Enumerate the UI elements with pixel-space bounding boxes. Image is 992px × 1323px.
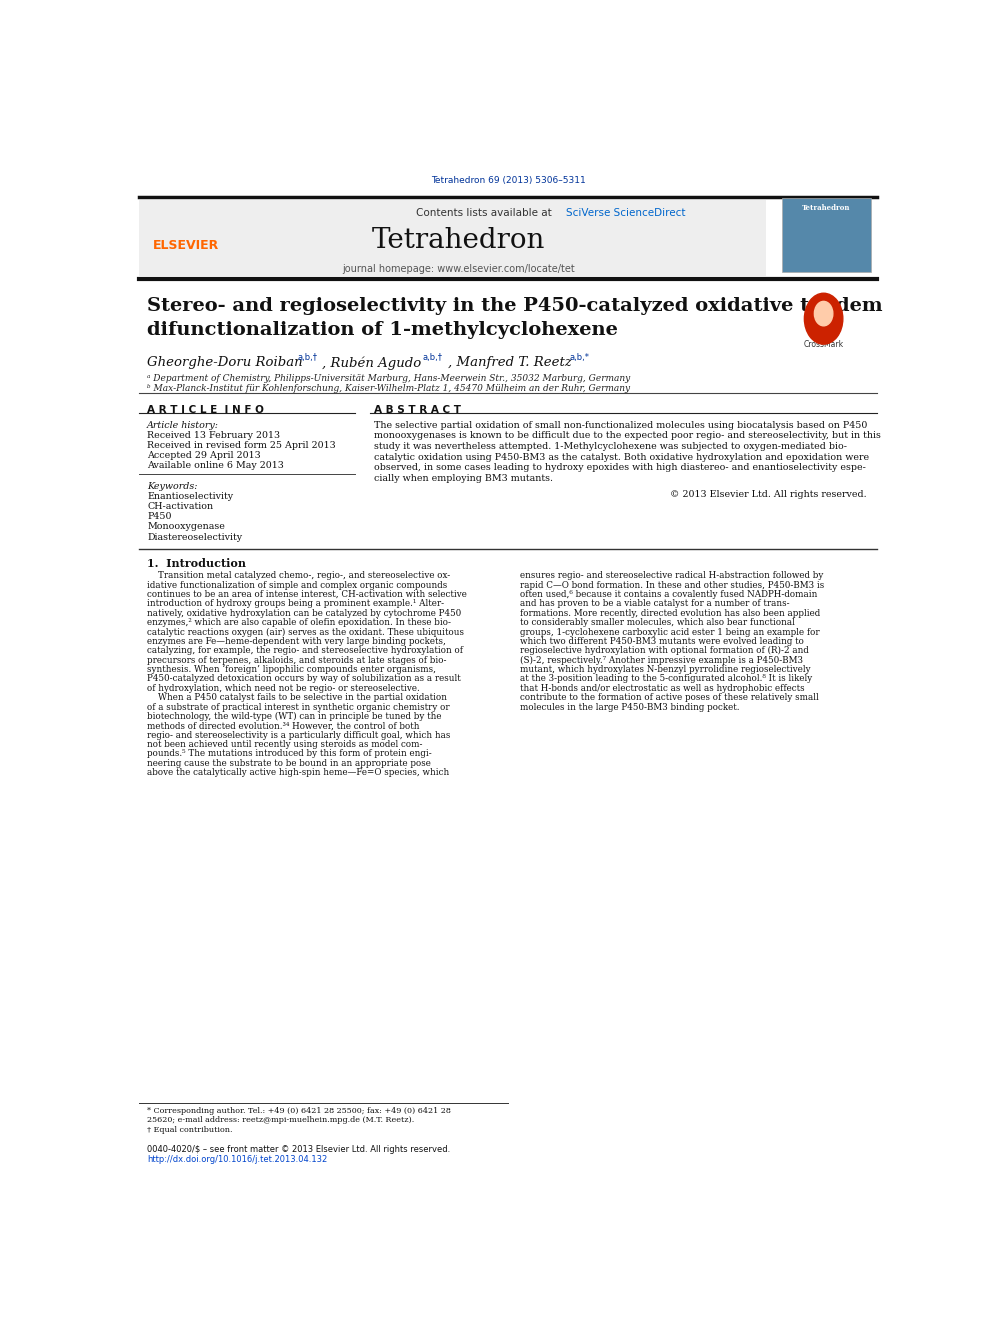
Text: groups, 1-cyclohexene carboxylic acid ester 1 being an example for: groups, 1-cyclohexene carboxylic acid es…	[520, 627, 819, 636]
Text: catalyzing, for example, the regio- and stereoselective hydroxylation of: catalyzing, for example, the regio- and …	[147, 647, 463, 655]
Text: of a substrate of practical interest in synthetic organic chemistry or: of a substrate of practical interest in …	[147, 703, 449, 712]
Text: Stereo- and regioselectivity in the P450-catalyzed oxidative tandem
difunctional: Stereo- and regioselectivity in the P450…	[147, 298, 883, 339]
Text: of hydroxylation, which need not be regio- or stereoselective.: of hydroxylation, which need not be regi…	[147, 684, 420, 693]
Text: methods of directed evolution.³⁴ However, the control of both: methods of directed evolution.³⁴ However…	[147, 721, 420, 730]
Text: biotechnology, the wild-type (WT) can in principle be tuned by the: biotechnology, the wild-type (WT) can in…	[147, 712, 441, 721]
Text: , Manfred T. Reetz: , Manfred T. Reetz	[447, 356, 571, 369]
Text: Gheorghe-Doru Roiban: Gheorghe-Doru Roiban	[147, 356, 303, 369]
Text: enzymes,² which are also capable of olefin epoxidation. In these bio-: enzymes,² which are also capable of olef…	[147, 618, 451, 627]
Text: SciVerse ScienceDirect: SciVerse ScienceDirect	[566, 208, 685, 218]
Text: Monooxygenase: Monooxygenase	[147, 523, 225, 532]
Text: Received in revised form 25 April 2013: Received in revised form 25 April 2013	[147, 441, 336, 450]
Text: Tetrahedron: Tetrahedron	[372, 228, 546, 254]
Text: Keywords:: Keywords:	[147, 482, 197, 491]
Text: http://dx.doi.org/10.1016/j.tet.2013.04.132: http://dx.doi.org/10.1016/j.tet.2013.04.…	[147, 1155, 327, 1164]
Text: cially when employing BM3 mutants.: cially when employing BM3 mutants.	[374, 474, 553, 483]
Text: © 2013 Elsevier Ltd. All rights reserved.: © 2013 Elsevier Ltd. All rights reserved…	[670, 490, 866, 499]
FancyBboxPatch shape	[139, 200, 766, 277]
Text: formations. More recently, directed evolution has also been applied: formations. More recently, directed evol…	[520, 609, 820, 618]
Text: neering cause the substrate to be bound in an appropriate pose: neering cause the substrate to be bound …	[147, 759, 431, 767]
Text: rapid C—O bond formation. In these and other studies, P450-BM3 is: rapid C—O bond formation. In these and o…	[520, 581, 824, 590]
Text: CH-activation: CH-activation	[147, 501, 213, 511]
Text: study it was nevertheless attempted. 1-Methylcyclohexene was subjected to oxygen: study it was nevertheless attempted. 1-M…	[374, 442, 847, 451]
Text: introduction of hydroxy groups being a prominent example.¹ Alter-: introduction of hydroxy groups being a p…	[147, 599, 444, 609]
Text: P450: P450	[147, 512, 172, 521]
Text: A B S T R A C T: A B S T R A C T	[374, 405, 461, 415]
Text: often used,⁶ because it contains a covalently fused NADPH-domain: often used,⁶ because it contains a coval…	[520, 590, 817, 599]
Text: that H-bonds and/or electrostatic as well as hydrophobic effects: that H-bonds and/or electrostatic as wel…	[520, 684, 805, 693]
Text: contribute to the formation of active poses of these relatively small: contribute to the formation of active po…	[520, 693, 818, 703]
Text: journal homepage: www.elsevier.com/locate/tet: journal homepage: www.elsevier.com/locat…	[342, 263, 574, 274]
Text: idative functionalization of simple and complex organic compounds: idative functionalization of simple and …	[147, 581, 447, 590]
Text: 25620; e-mail address: reetz@mpi-muelhein.mpg.de (M.T. Reetz).: 25620; e-mail address: reetz@mpi-muelhei…	[147, 1117, 415, 1125]
Text: Available online 6 May 2013: Available online 6 May 2013	[147, 462, 284, 470]
FancyBboxPatch shape	[782, 198, 871, 271]
Text: The selective partial oxidation of small non-functionalized molecules using bioc: The selective partial oxidation of small…	[374, 421, 867, 430]
Text: and has proven to be a viable catalyst for a number of trans-: and has proven to be a viable catalyst f…	[520, 599, 790, 609]
Text: ensures regio- and stereoselective radical H-abstraction followed by: ensures regio- and stereoselective radic…	[520, 572, 823, 581]
Text: CrossMark: CrossMark	[804, 340, 843, 349]
Text: , Rubén Agudo: , Rubén Agudo	[322, 356, 422, 370]
Text: 0040-4020/$ – see front matter © 2013 Elsevier Ltd. All rights reserved.: 0040-4020/$ – see front matter © 2013 El…	[147, 1144, 450, 1154]
Text: Tetrahedron: Tetrahedron	[802, 204, 850, 212]
Text: regio- and stereoselectivity is a particularly difficult goal, which has: regio- and stereoselectivity is a partic…	[147, 730, 450, 740]
Text: which two different P450-BM3 mutants were evolved leading to: which two different P450-BM3 mutants wer…	[520, 636, 804, 646]
Text: a,b,†: a,b,†	[423, 353, 442, 363]
Text: Article history:: Article history:	[147, 421, 219, 430]
Text: monooxygenases is known to be difficult due to the expected poor regio- and ster: monooxygenases is known to be difficult …	[374, 431, 881, 441]
Text: natively, oxidative hydroxylation can be catalyzed by cytochrome P450: natively, oxidative hydroxylation can be…	[147, 609, 461, 618]
Circle shape	[805, 294, 843, 344]
Text: continues to be an area of intense interest, CH-activation with selective: continues to be an area of intense inter…	[147, 590, 467, 599]
Text: Diastereoselectivity: Diastereoselectivity	[147, 533, 242, 541]
Text: † Equal contribution.: † Equal contribution.	[147, 1126, 232, 1134]
Text: Transition metal catalyzed chemo-, regio-, and stereoselective ox-: Transition metal catalyzed chemo-, regio…	[147, 572, 450, 581]
Text: ᵃ Department of Chemistry, Philipps-Universität Marburg, Hans-Meerwein Str., 350: ᵃ Department of Chemistry, Philipps-Univ…	[147, 373, 630, 382]
Text: 1.  Introduction: 1. Introduction	[147, 558, 246, 569]
Text: a,b,*: a,b,*	[569, 353, 590, 363]
Text: Received 13 February 2013: Received 13 February 2013	[147, 431, 280, 439]
Text: precursors of terpenes, alkaloids, and steroids at late stages of bio-: precursors of terpenes, alkaloids, and s…	[147, 656, 446, 664]
Text: synthesis. When ‘foreign’ lipophilic compounds enter organisms,: synthesis. When ‘foreign’ lipophilic com…	[147, 665, 436, 675]
Text: mutant, which hydroxylates N-benzyl pyrrolidine regioselectively: mutant, which hydroxylates N-benzyl pyrr…	[520, 665, 810, 673]
Text: P450-catalyzed detoxication occurs by way of solubilization as a result: P450-catalyzed detoxication occurs by wa…	[147, 675, 461, 684]
Circle shape	[814, 302, 833, 325]
Text: ELSEVIER: ELSEVIER	[153, 239, 219, 253]
Text: a,b,†: a,b,†	[298, 353, 317, 363]
Text: pounds.⁵ The mutations introduced by this form of protein engi-: pounds.⁵ The mutations introduced by thi…	[147, 749, 432, 758]
Text: catalytic oxidation using P450-BM3 as the catalyst. Both oxidative hydroxylation: catalytic oxidation using P450-BM3 as th…	[374, 452, 869, 462]
Text: A R T I C L E  I N F O: A R T I C L E I N F O	[147, 405, 264, 415]
Text: ᵇ Max-Planck-Institut für Kohlenforschung, Kaiser-Wilhelm-Platz 1, 45470 Mülheim: ᵇ Max-Planck-Institut für Kohlenforschun…	[147, 384, 630, 393]
Text: above the catalytically active high-spin heme—Fe=O species, which: above the catalytically active high-spin…	[147, 769, 449, 777]
Text: to considerably smaller molecules, which also bear functional: to considerably smaller molecules, which…	[520, 618, 795, 627]
Text: catalytic reactions oxygen (air) serves as the oxidant. These ubiquitous: catalytic reactions oxygen (air) serves …	[147, 627, 464, 636]
Text: observed, in some cases leading to hydroxy epoxides with high diastereo- and ena: observed, in some cases leading to hydro…	[374, 463, 866, 472]
Text: enzymes are Fe—heme-dependent with very large binding pockets,: enzymes are Fe—heme-dependent with very …	[147, 636, 446, 646]
Text: molecules in the large P450-BM3 binding pocket.: molecules in the large P450-BM3 binding …	[520, 703, 739, 712]
Text: When a P450 catalyst fails to be selective in the partial oxidation: When a P450 catalyst fails to be selecti…	[147, 693, 447, 703]
Text: regioselective hydroxylation with optional formation of (R)-2 and: regioselective hydroxylation with option…	[520, 647, 808, 655]
Text: Enantioselectivity: Enantioselectivity	[147, 492, 233, 501]
Text: Contents lists available at: Contents lists available at	[417, 208, 556, 218]
Text: Accepted 29 April 2013: Accepted 29 April 2013	[147, 451, 261, 460]
Text: Tetrahedron 69 (2013) 5306–5311: Tetrahedron 69 (2013) 5306–5311	[432, 176, 585, 185]
Text: at the 3-position leading to the 5-configurated alcohol.⁸ It is likely: at the 3-position leading to the 5-confi…	[520, 675, 812, 684]
Text: * Corresponding author. Tel.: +49 (0) 6421 28 25500; fax: +49 (0) 6421 28: * Corresponding author. Tel.: +49 (0) 64…	[147, 1107, 451, 1115]
Text: not been achieved until recently using steroids as model com-: not been achieved until recently using s…	[147, 740, 423, 749]
Text: (S)-2, respectively.⁷ Another impressive example is a P450-BM3: (S)-2, respectively.⁷ Another impressive…	[520, 656, 803, 665]
